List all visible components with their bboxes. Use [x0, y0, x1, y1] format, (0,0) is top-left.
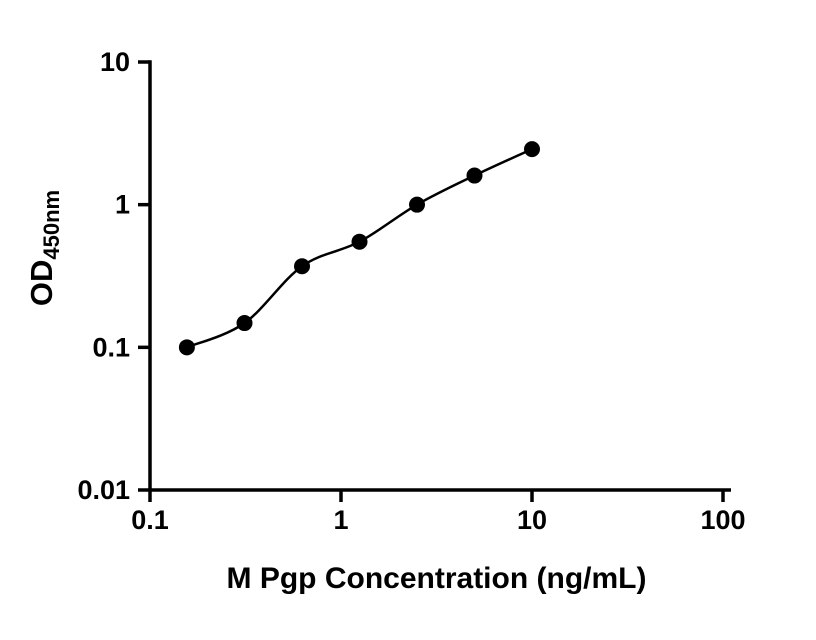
y-tick-label: 1: [115, 190, 130, 220]
data-point: [409, 196, 426, 213]
x-tick-label: 0.1: [131, 505, 169, 535]
data-point: [294, 258, 311, 275]
x-axis-title: M Pgp Concentration (ng/mL): [227, 562, 647, 595]
y-tick-label: 0.01: [77, 475, 130, 505]
y-tick-label: 0.1: [92, 332, 130, 362]
data-point: [236, 315, 253, 332]
data-point: [466, 167, 483, 184]
data-point: [351, 233, 368, 250]
x-tick-label: 10: [517, 505, 547, 535]
data-point: [524, 141, 540, 158]
x-tick-label: 1: [333, 505, 348, 535]
x-tick-label: 100: [700, 505, 745, 535]
y-tick-label: 10: [100, 47, 130, 77]
y-axis-title: OD450nm: [24, 190, 64, 306]
data-point: [178, 339, 195, 356]
